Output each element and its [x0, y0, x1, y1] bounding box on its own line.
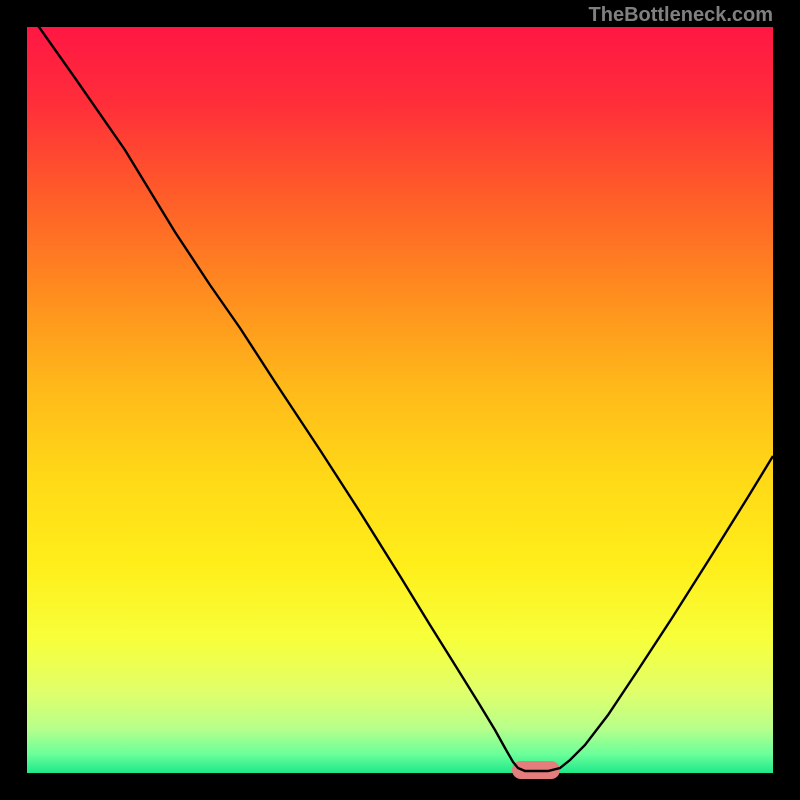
watermark-text: TheBottleneck.com	[589, 4, 773, 27]
bottleneck-curve	[27, 10, 773, 771]
curve-layer	[0, 0, 800, 800]
chart-container: TheBottleneck.com	[0, 0, 800, 800]
